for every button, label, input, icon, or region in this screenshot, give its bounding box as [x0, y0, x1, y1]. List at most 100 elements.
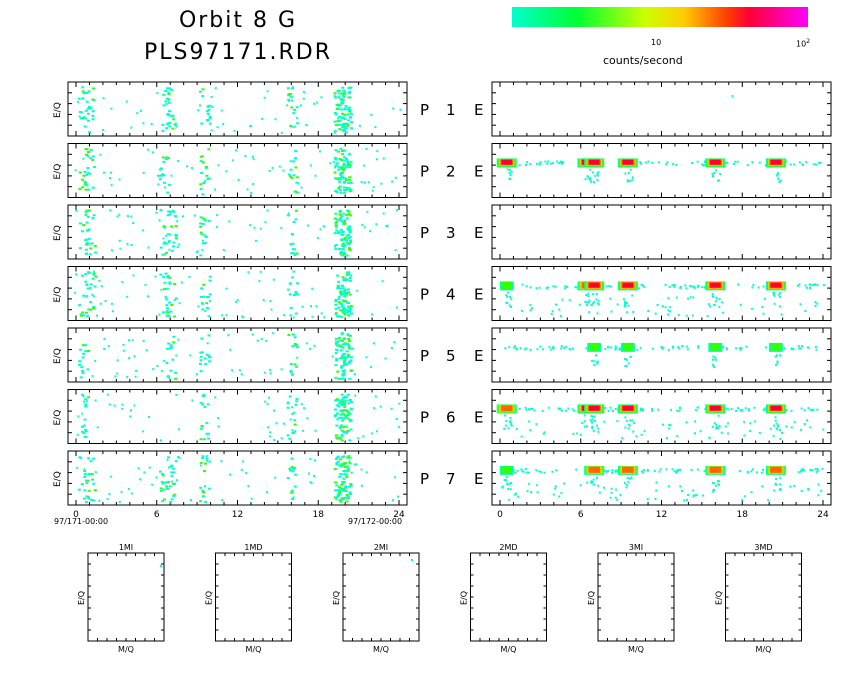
data-point	[776, 362, 779, 365]
data-point	[89, 148, 93, 151]
data-point	[264, 400, 267, 403]
data-point	[340, 435, 344, 438]
data-point	[309, 457, 312, 460]
data-point	[254, 239, 257, 242]
data-point	[554, 485, 557, 488]
data-point	[253, 226, 256, 229]
data-point	[166, 274, 170, 277]
data-point	[665, 468, 668, 471]
data-point	[343, 466, 347, 469]
data-point	[201, 308, 205, 311]
data-point	[338, 185, 342, 188]
data-point	[623, 482, 626, 485]
data-point	[685, 421, 688, 424]
data-point	[571, 347, 574, 350]
data-point	[164, 89, 168, 92]
data-point	[349, 241, 353, 244]
data-point	[517, 495, 520, 498]
data-point	[661, 347, 664, 350]
data-point	[163, 498, 167, 501]
data-point	[199, 500, 203, 503]
data-point	[289, 168, 293, 171]
data-point	[639, 162, 642, 165]
data-point	[591, 427, 594, 430]
data-point	[505, 479, 508, 482]
data-point	[287, 334, 291, 337]
data-point	[78, 363, 82, 366]
data-point	[345, 396, 349, 399]
data-point	[342, 89, 346, 92]
data-point	[334, 312, 338, 315]
data-point	[205, 457, 209, 460]
data-point	[624, 365, 627, 368]
data-point	[167, 110, 171, 113]
data-point	[201, 88, 205, 91]
data-point	[178, 243, 181, 246]
data-point	[341, 498, 345, 501]
data-point	[720, 301, 723, 304]
data-point	[549, 348, 552, 351]
data-point	[539, 161, 542, 164]
data-point	[347, 106, 351, 109]
data-point	[623, 300, 626, 303]
data-point	[629, 355, 632, 358]
data-point	[338, 209, 342, 212]
data-point	[693, 285, 696, 288]
data-point	[541, 410, 544, 413]
data-point	[165, 127, 169, 130]
data-point	[240, 468, 243, 471]
data-point	[273, 409, 276, 412]
data-point	[292, 248, 296, 251]
data-point	[592, 171, 595, 174]
data-point	[509, 488, 512, 491]
data-point	[266, 90, 269, 93]
data-point	[294, 218, 298, 221]
data-point	[81, 393, 85, 396]
data-point	[89, 247, 93, 250]
data-point	[697, 344, 700, 347]
data-point	[337, 399, 341, 402]
data-point	[626, 477, 629, 480]
data-point	[289, 362, 293, 365]
data-point	[159, 273, 163, 276]
data-point	[362, 435, 365, 438]
data-point	[196, 373, 199, 376]
left-panel-frame	[67, 266, 408, 321]
data-point	[165, 310, 169, 313]
data-point	[87, 350, 91, 353]
data-point	[339, 250, 343, 253]
data-point	[293, 336, 297, 339]
data-point	[204, 236, 208, 239]
data-point	[208, 356, 212, 359]
data-point	[374, 395, 377, 398]
data-point	[344, 301, 348, 304]
data-point	[593, 300, 596, 303]
data-point	[173, 282, 177, 285]
data-point	[509, 306, 512, 309]
data-point	[349, 400, 353, 403]
data-point	[167, 183, 171, 186]
data-point	[524, 467, 527, 470]
data-point	[90, 499, 94, 502]
data-point	[110, 184, 113, 187]
data-point	[704, 286, 707, 289]
data-point	[708, 436, 711, 439]
data-point	[161, 123, 165, 126]
data-point	[290, 466, 294, 469]
data-point	[343, 343, 347, 346]
data-point	[347, 182, 351, 185]
data-point	[551, 346, 554, 349]
data-point	[758, 431, 761, 434]
data-point	[173, 482, 177, 485]
data-point	[349, 312, 353, 315]
data-point	[93, 285, 97, 288]
data-point	[397, 426, 400, 429]
data-point	[341, 488, 345, 491]
data-point	[338, 416, 342, 419]
data-point	[336, 494, 340, 497]
data-point	[343, 288, 347, 291]
data-point	[804, 284, 807, 287]
data-point	[288, 92, 292, 95]
data-point	[737, 407, 740, 410]
data-point	[624, 416, 627, 419]
